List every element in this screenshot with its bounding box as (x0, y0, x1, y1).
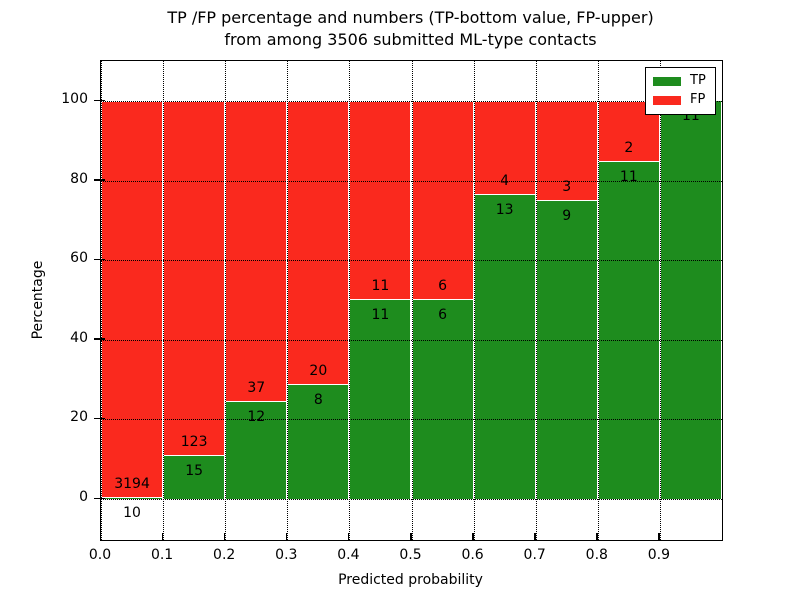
x-tick-label: 0.2 (213, 547, 236, 563)
legend-label-tp: TP (690, 73, 706, 88)
x-tick-mark (534, 533, 536, 540)
fp-count-label: 20 (309, 363, 328, 380)
x-tick-label: 0.7 (523, 547, 546, 563)
tp-count-label: 10 (123, 504, 141, 521)
x-tick-mark (99, 533, 101, 540)
x-tick-mark (410, 533, 412, 540)
x-axis-label: Predicted probability (338, 572, 483, 588)
bar-segment-tp (163, 455, 226, 499)
bar-segment-fp (163, 101, 226, 456)
fp-count-label: 3 (562, 178, 572, 195)
y-tick-label: 60 (70, 250, 88, 267)
vertical-gridline (411, 61, 413, 540)
tp-count-label: 11 (619, 169, 638, 186)
y-tick-mark (94, 497, 105, 499)
y-tick-mark (94, 417, 105, 420)
legend-item-tp: TP (653, 74, 708, 88)
legend-item-fp: FP (653, 93, 708, 107)
horizontal-gridline (101, 339, 722, 341)
tp-color-swatch (653, 76, 681, 86)
chart-title-line2: from among 3506 submitted ML-type contac… (224, 30, 597, 49)
bar-segment-fp (473, 101, 536, 195)
vertical-gridline (535, 61, 537, 540)
x-tick-label: 0.6 (461, 547, 484, 563)
vertical-gridline (659, 61, 661, 540)
vertical-gridline (163, 61, 165, 540)
fp-count-label: 11 (371, 278, 390, 294)
x-tick-mark (161, 533, 164, 540)
vertical-gridline (101, 61, 102, 540)
y-tick-mark (94, 258, 105, 261)
vertical-gridline (349, 61, 351, 540)
plot-area: 3194 10 123 15 37 12 20 8 11 11 6 6 4 13 3 9 2 11 11 (100, 60, 723, 541)
x-tick-mark (223, 533, 226, 540)
tp-count-label: 11 (371, 307, 390, 323)
tp-count-label: 8 (313, 392, 323, 409)
fp-count-label: 3194 (114, 475, 150, 492)
chart-title-line1: TP /FP percentage and numbers (TP-bottom… (167, 8, 654, 27)
bars-layer (101, 61, 722, 540)
y-tick-label: 80 (70, 170, 88, 187)
y-tick-label: 0 (79, 489, 88, 505)
x-tick-mark (658, 533, 660, 540)
vertical-gridline (225, 61, 227, 540)
horizontal-gridline (101, 101, 722, 102)
x-tick-label: 0.8 (585, 547, 608, 563)
bar-segment-tp (473, 194, 536, 499)
vertical-gridline (287, 61, 289, 540)
x-tick-mark (596, 533, 598, 540)
x-tick-label: 0.4 (337, 547, 360, 563)
bar-segment-tp (287, 385, 350, 499)
horizontal-gridline (101, 499, 722, 500)
vertical-gridline (473, 61, 475, 540)
x-tick-label: 0.9 (647, 547, 671, 563)
legend-label-fp: FP (690, 92, 706, 107)
grid-layer (101, 61, 722, 540)
y-tick-mark (94, 179, 105, 181)
tp-count-label: 13 (495, 201, 514, 218)
y-tick-label: 20 (70, 409, 88, 426)
tp-count-label: 9 (562, 207, 572, 224)
y-tick-label: 40 (70, 329, 88, 346)
y-axis-label: Percentage (30, 260, 46, 340)
bar-segment-tp (597, 162, 660, 499)
annotations-layer: 3194 10 123 15 37 12 20 8 11 11 6 6 4 13 3 9 2 11 11 (101, 61, 722, 540)
x-tick-mark (347, 533, 350, 540)
bar-segment-tp (659, 101, 722, 499)
x-tick-label: 0.3 (275, 547, 298, 563)
y-tick-label: 100 (61, 91, 88, 107)
x-tick-label: 0.1 (150, 547, 174, 563)
tp-count-label: 15 (185, 462, 204, 479)
bar-segment-fp (411, 101, 474, 300)
fp-count-label: 6 (438, 278, 448, 294)
y-tick-mark (94, 99, 105, 101)
x-tick-label: 0.5 (399, 547, 422, 563)
fp-color-swatch (653, 95, 681, 105)
horizontal-gridline (101, 260, 722, 262)
horizontal-gridline (101, 419, 722, 421)
fp-count-label: 123 (180, 433, 208, 450)
x-tick-label: 0.0 (88, 547, 112, 563)
tp-count-label: 6 (438, 307, 448, 323)
fp-count-label: 2 (624, 140, 634, 157)
fp-count-label: 37 (247, 379, 266, 396)
tp-count-label: 12 (247, 408, 266, 425)
x-tick-mark (285, 533, 288, 540)
x-tick-mark (472, 533, 474, 540)
y-tick-mark (94, 338, 105, 340)
chart-title: TP /FP percentage and numbers (TP-bottom… (100, 7, 721, 51)
legend: TP FP (645, 67, 716, 115)
fp-count-label: 4 (500, 172, 510, 189)
horizontal-gridline (101, 180, 722, 182)
vertical-gridline (597, 61, 599, 540)
